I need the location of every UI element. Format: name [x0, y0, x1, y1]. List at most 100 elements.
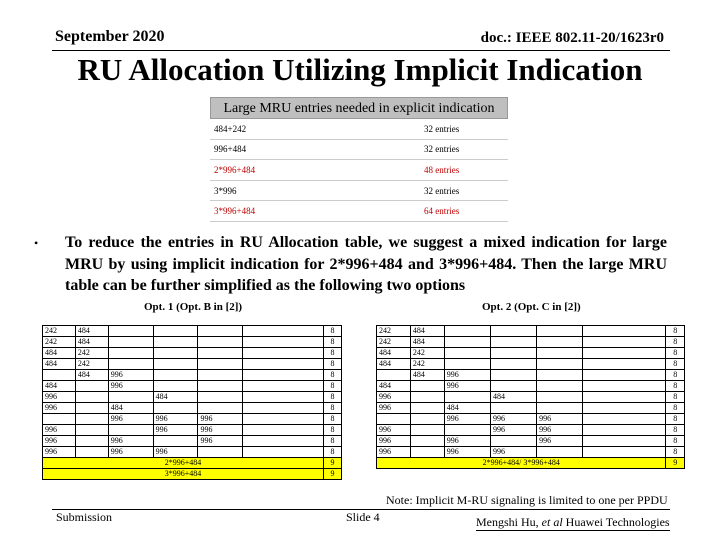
ru-cell: 242 [42, 336, 76, 348]
ru-cell: 996 [42, 402, 76, 414]
ru-cell: 996 [152, 424, 199, 436]
ru-cell: 484 [74, 336, 109, 348]
ru-cell [409, 413, 445, 425]
footer-author-etal: et al [541, 515, 563, 529]
ru-cell [409, 380, 445, 392]
ru-cell: 996 [376, 424, 411, 436]
ru-cell [582, 446, 667, 458]
ru-cell [107, 391, 154, 403]
ru-cell [197, 358, 244, 370]
ru-cell: 996 [107, 380, 154, 392]
ru-cell [582, 413, 667, 425]
ru-cell [582, 391, 667, 403]
mru-label: 484+242 [210, 119, 420, 140]
ru-cell [197, 369, 244, 381]
ru-cell [74, 402, 109, 414]
ru-cell: 996 [536, 413, 584, 425]
ru-cell [152, 402, 199, 414]
ru-row: 484 996 8 [42, 380, 342, 392]
mru-label: 3*996+484 [210, 200, 420, 222]
ru-cell: 484 [107, 402, 154, 414]
mru-table-heading: Large MRU entries needed in explicit ind… [210, 97, 508, 119]
ru-cell: 242 [409, 347, 445, 359]
ru-cell [536, 391, 584, 403]
ru-cell [489, 435, 538, 447]
ru-cell [536, 369, 584, 381]
mru-entries-table: 484+242 32 entries 996+484 32 entries 2*996+… [210, 119, 508, 222]
implicit-mru-row: 3*996+484 9 [42, 468, 342, 480]
ru-cell [582, 369, 667, 381]
ru-cell [152, 369, 199, 381]
implicit-mru-row: 2*996+484 9 [42, 457, 342, 469]
ru-count: 8 [323, 347, 342, 359]
footer-author-underline [476, 530, 670, 531]
ru-count: 8 [323, 424, 342, 436]
ru-cell [409, 424, 445, 436]
ru-cell [443, 325, 491, 337]
ru-cell: 242 [42, 325, 76, 337]
ru-count: 8 [665, 424, 685, 436]
ru-cell [489, 358, 538, 370]
ru-cell: 996 [376, 435, 411, 447]
footer-author-org: Huawei Technologies [562, 515, 670, 529]
ru-count: 8 [323, 358, 342, 370]
ru-cell [536, 380, 584, 392]
implicit-mru-count: 9 [665, 457, 685, 469]
implicit-mru-count: 9 [323, 468, 342, 480]
ru-cell: 996 [376, 446, 411, 458]
mru-label: 2*996+484 [210, 159, 420, 181]
footer-author-name: Mengshi Hu, [476, 515, 542, 529]
implicit-mru-row: 2*996+484/ 3*996+484 9 [375, 457, 685, 469]
ru-cell: 996 [42, 424, 76, 436]
ru-count: 8 [323, 413, 342, 425]
ru-count: 8 [665, 446, 685, 458]
ru-row: 484 996 8 [376, 369, 685, 381]
ru-cell: 996 [197, 435, 244, 447]
ru-cell: 996 [107, 446, 154, 458]
ru-cell [152, 380, 199, 392]
ru-cell: 242 [74, 347, 109, 359]
ru-row: 484 242 8 [42, 347, 342, 359]
ru-row: 996 484 8 [42, 402, 342, 414]
ru-cell [242, 325, 324, 337]
implicit-mru-label: 3*996+484 [42, 468, 324, 480]
ru-cell: 996 [42, 435, 76, 447]
ru-cell: 996 [107, 435, 154, 447]
ru-cell: 484 [376, 347, 411, 359]
ru-row: 996 996 996 8 [42, 424, 342, 436]
bullet-icon: • [34, 236, 39, 250]
ru-cell: 996 [152, 413, 199, 425]
ru-row: 996 996 996 8 [376, 413, 685, 425]
ru-cell: 242 [376, 325, 411, 337]
ru-count: 8 [665, 391, 685, 403]
ru-cell [489, 380, 538, 392]
mru-entries: 32 entries [420, 119, 508, 140]
ru-cell: 996 [376, 402, 411, 414]
ru-cell: 996 [152, 446, 199, 458]
footer-slide-number: Slide 4 [346, 510, 380, 524]
ru-cell [582, 424, 667, 436]
ru-cell [107, 336, 154, 348]
ru-cell [74, 380, 109, 392]
ru-cell: 484 [152, 391, 199, 403]
mru-row: 3*996+484 64 entries [210, 200, 508, 222]
ru-count: 8 [323, 325, 342, 337]
ru-cell [443, 336, 491, 348]
ru-count: 8 [665, 369, 685, 381]
ru-cell: 996 [42, 391, 76, 403]
ru-cell: 484 [409, 336, 445, 348]
ru-cell: 484 [74, 325, 109, 337]
ru-row: 484 996 8 [42, 369, 342, 381]
ru-cell [242, 336, 324, 348]
ru-cell [107, 347, 154, 359]
ru-cell [152, 435, 199, 447]
ru-cell: 484 [42, 380, 76, 392]
ru-cell [74, 446, 109, 458]
mru-row: 996+484 32 entries [210, 139, 508, 161]
ru-cell [536, 402, 584, 414]
header-doc-id: doc.: IEEE 802.11-20/1623r0 [480, 30, 664, 46]
ru-row: 484 996 8 [376, 380, 685, 392]
ru-cell [409, 446, 445, 458]
ru-cell [443, 424, 491, 436]
body-paragraph: To reduce the entries in RU Allocation t… [65, 234, 667, 294]
